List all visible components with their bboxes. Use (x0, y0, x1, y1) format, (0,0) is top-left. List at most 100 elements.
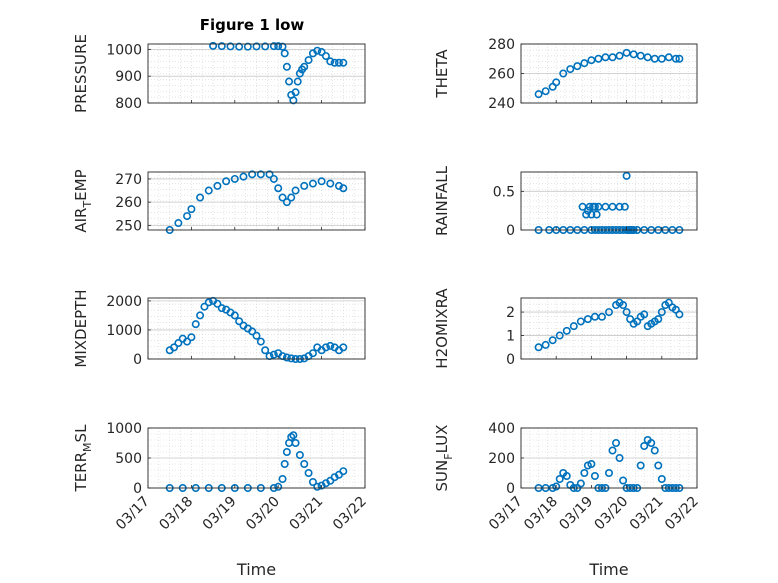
subplot-rainfall: 0 0.5 RAINFALL (433, 165, 698, 239)
data-point (261, 42, 270, 51)
data-point (562, 471, 571, 480)
y-tick-label: 1000 (106, 421, 142, 437)
data-point (196, 311, 205, 320)
data-point (282, 62, 291, 71)
data-point (269, 350, 278, 359)
y-axis-label: THETA (433, 49, 451, 99)
data-point (308, 477, 317, 486)
y-axis-label: MIXDEPTH (72, 289, 90, 367)
data-point (330, 58, 339, 67)
data-point (265, 170, 274, 179)
y-tick-label: 260 (115, 195, 142, 211)
data-point (289, 96, 298, 105)
data-point (321, 52, 330, 61)
data-point (615, 202, 624, 211)
data-point (217, 42, 226, 51)
x-axis-label: Time (236, 560, 276, 579)
y-tick-label: 2000 (106, 294, 142, 310)
data-point (282, 198, 291, 207)
subplot-h2omixra: 0 1 2 H2OMIXRA (433, 288, 698, 369)
data-point (252, 42, 261, 51)
data-point (278, 42, 287, 51)
data-point (200, 302, 209, 311)
data-point (326, 341, 335, 350)
x-tick-label: 03/17 (113, 494, 153, 534)
data-point (534, 90, 543, 99)
data-point (671, 54, 680, 63)
data-point (566, 65, 575, 74)
subplot-mixdepth: 0 1000 2000 MIXDEPTH (72, 289, 366, 368)
data-point (252, 331, 261, 340)
data-point (562, 326, 571, 335)
data-point (209, 41, 218, 50)
y-tick-label: 0 (506, 223, 515, 239)
y-axis-label: RAINFALL (433, 165, 451, 236)
x-tick-label: 03/19 (200, 494, 240, 534)
data-point (295, 69, 304, 78)
data-point (274, 42, 283, 51)
data-point (291, 438, 300, 447)
data-point (308, 179, 317, 188)
data-point (235, 317, 244, 326)
y-axis-label: AIRTEMP (72, 169, 94, 232)
data-point (174, 339, 183, 348)
figure-title: Figure 1 low (200, 16, 305, 34)
y-tick-label: 1000 (106, 323, 142, 339)
y-tick-label: 800 (115, 96, 142, 112)
data-point (280, 459, 289, 468)
data-point (269, 42, 278, 51)
data-point (590, 471, 599, 480)
data-point (541, 340, 550, 349)
data-point (675, 310, 684, 319)
y-tick-label: 0.5 (493, 184, 515, 200)
data-point (196, 193, 205, 202)
data-point (282, 447, 291, 456)
axes-frame (147, 297, 366, 360)
data-point (619, 476, 628, 485)
data-point (174, 219, 183, 228)
data-point (675, 54, 684, 63)
data-point (222, 177, 231, 186)
y-tick-label: 500 (115, 451, 142, 467)
data-point (243, 42, 252, 51)
data-point (280, 49, 289, 58)
data-point (278, 474, 287, 483)
data-point (256, 337, 265, 346)
data-point (622, 48, 631, 57)
data-point (541, 87, 550, 96)
x-tick-label: 03/20 (592, 494, 632, 534)
y-tick-label: 1000 (106, 42, 142, 58)
data-point (615, 453, 624, 462)
data-point (183, 212, 192, 221)
data-point (339, 343, 348, 352)
data-point (334, 58, 343, 67)
data-point (213, 181, 222, 190)
data-point (256, 170, 265, 179)
data-point (291, 88, 300, 97)
data-point (643, 53, 652, 62)
data-point (608, 446, 617, 455)
data-point (657, 474, 666, 483)
data-point (191, 320, 200, 329)
data-point (612, 438, 621, 447)
data-point (285, 77, 294, 86)
data-point (287, 354, 296, 363)
data-point (304, 468, 313, 477)
data-point (654, 315, 663, 324)
y-tick-label: 1 (506, 329, 515, 345)
y-tick-label: 200 (488, 451, 515, 467)
x-axis-label: Time (588, 560, 628, 579)
data-point (274, 482, 283, 491)
data-point (313, 46, 322, 55)
data-point (555, 331, 564, 340)
data-point (580, 59, 589, 68)
data-point (534, 343, 543, 352)
data-point (604, 308, 613, 317)
data-point (647, 438, 656, 447)
data-point (213, 299, 222, 308)
data-point (226, 42, 235, 51)
axes-frame (520, 171, 698, 231)
data-point (592, 210, 601, 219)
data-point (583, 315, 592, 324)
data-point (170, 343, 179, 352)
